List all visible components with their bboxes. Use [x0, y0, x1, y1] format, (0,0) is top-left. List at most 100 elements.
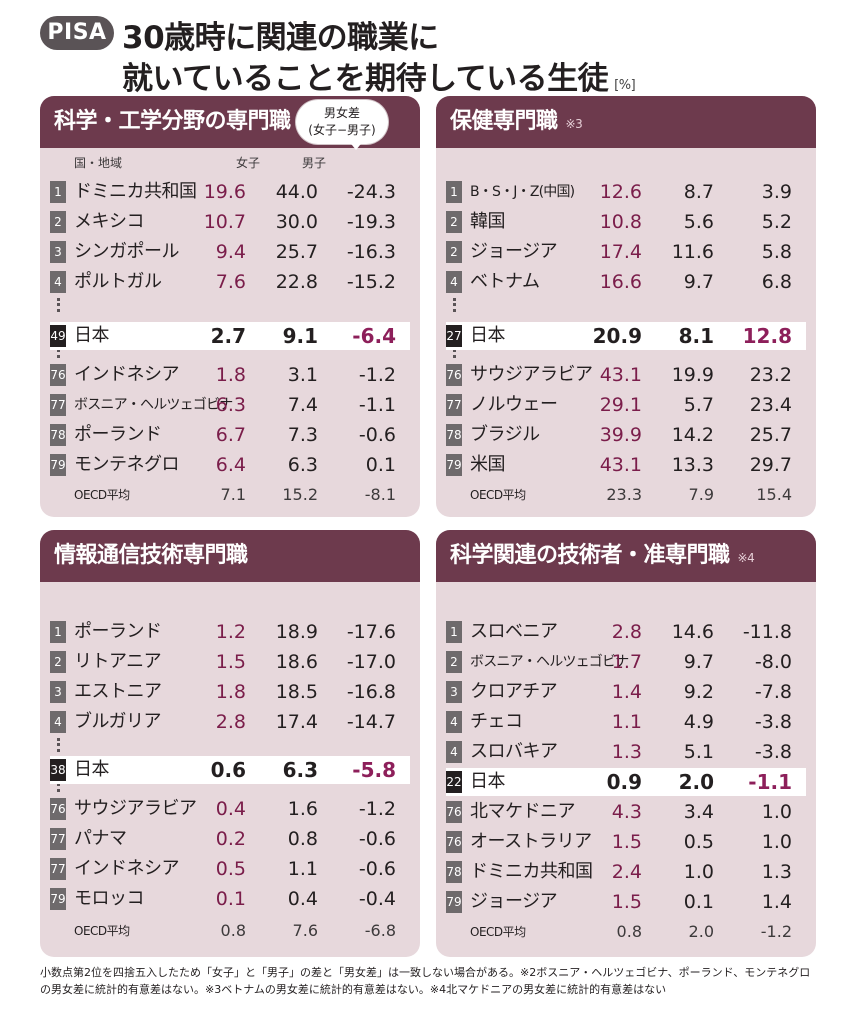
value-female: 1.1 — [611, 711, 642, 733]
value-female: 0.5 — [215, 858, 246, 880]
table-row: 76 北マケドニア 4.3 3.4 1.0 — [446, 798, 806, 826]
value-male: 5.7 — [683, 394, 714, 416]
value-male: 8.7 — [683, 181, 714, 203]
country-name: スロベニア — [470, 621, 558, 642]
value-male: 22.8 — [275, 271, 318, 293]
table-row-oecd: OECD平均 7.1 15.2 -8.1 — [50, 481, 410, 509]
value-female: 0.9 — [606, 770, 642, 794]
value-male: 3.1 — [287, 364, 318, 386]
value-female: 12.6 — [599, 181, 642, 203]
value-male: 17.4 — [275, 711, 318, 733]
value-male: 25.7 — [275, 241, 318, 263]
value-diff: 3.9 — [761, 181, 792, 203]
country-name: ボスニア・ヘルツェゴビナ — [470, 654, 629, 670]
rank-badge: 2 — [446, 241, 462, 263]
value-diff: 6.8 — [761, 271, 792, 293]
column-header-country: 国・地域 — [74, 156, 123, 170]
rank-badge: 76 — [446, 364, 462, 386]
value-male: 19.9 — [671, 364, 714, 386]
panel-title-text: 保健専門職 — [450, 109, 558, 134]
pisa-badge: PISA — [40, 16, 114, 50]
value-female: 4.3 — [611, 801, 642, 823]
value-male: 18.9 — [275, 621, 318, 643]
value-diff: -24.3 — [346, 181, 396, 203]
gender-gap-bubble: 男女差 (女子−男子) — [296, 100, 388, 144]
country-name: エストニア — [74, 681, 162, 702]
bubble-tail — [348, 140, 364, 150]
value-female: 7.6 — [215, 271, 246, 293]
value-male: 7.3 — [287, 424, 318, 446]
value-female: 43.1 — [599, 454, 642, 476]
rank-badge: 38 — [50, 759, 66, 781]
rank-badge: 4 — [50, 711, 66, 733]
value-diff: -0.6 — [358, 858, 396, 880]
value-female: 1.4 — [611, 681, 642, 703]
country-name: メキシコ — [74, 211, 145, 232]
value-female: 2.4 — [611, 861, 642, 883]
value-female: 2.8 — [611, 621, 642, 643]
country-name: サウジアラビア — [74, 798, 197, 819]
table-row-japan: 49 日本 2.7 9.1 -6.4 — [50, 322, 410, 350]
table-row: 77 パナマ 0.2 0.8 -0.6 — [50, 825, 410, 853]
rank-badge: 4 — [446, 741, 462, 763]
table-row: 2 ボスニア・ヘルツェゴビナ 1.7 9.7 -8.0 — [446, 648, 806, 676]
value-female: 0.2 — [215, 828, 246, 850]
rank-badge: 22 — [446, 771, 462, 793]
value-male: 14.2 — [671, 424, 714, 446]
rank-gap-dots — [57, 778, 60, 792]
value-female: 0.6 — [210, 758, 246, 782]
country-name: 米国 — [470, 454, 506, 475]
rank-gap-dots — [453, 344, 456, 358]
oecd-value-diff: -6.8 — [364, 921, 396, 940]
country-name: ドミニカ共和国 — [74, 181, 197, 202]
table-row: 78 ポーランド 6.7 7.3 -0.6 — [50, 421, 410, 449]
value-male: 0.1 — [683, 891, 714, 913]
rank-badge: 77 — [50, 828, 66, 850]
panel-title-text: 情報通信技術専門職 — [54, 543, 248, 568]
table-row: 79 米国 43.1 13.3 29.7 — [446, 451, 806, 479]
rank-gap-dots — [57, 738, 60, 752]
oecd-label: OECD平均 — [470, 925, 526, 939]
country-name: ジョージア — [470, 241, 558, 262]
rank-badge: 78 — [50, 424, 66, 446]
value-diff: -3.8 — [754, 741, 792, 763]
value-female: 1.8 — [215, 364, 246, 386]
table-row: 4 スロバキア 1.3 5.1 -3.8 — [446, 738, 806, 766]
rank-badge: 1 — [446, 621, 462, 643]
table-row: 2 韓国 10.8 5.6 5.2 — [446, 208, 806, 236]
country-name: B・S・J・Z(中国) — [470, 184, 575, 200]
table-row: 78 ブラジル 39.9 14.2 25.7 — [446, 421, 806, 449]
value-female: 17.4 — [599, 241, 642, 263]
value-diff: -1.1 — [748, 770, 792, 794]
value-diff: 25.7 — [749, 424, 792, 446]
page-title-line1: 30歳時に関連の職業に — [122, 20, 439, 56]
rank-badge: 3 — [50, 681, 66, 703]
country-name: リトアニア — [74, 651, 162, 672]
oecd-value-male: 2.0 — [688, 922, 714, 941]
country-name: インドネシア — [74, 858, 180, 879]
bubble-line2: (女子−男子) — [308, 123, 376, 137]
panel-title-text: 科学・工学分野の専門職 — [54, 109, 291, 134]
table-row: 76 サウジアラビア 0.4 1.6 -1.2 — [50, 795, 410, 823]
country-name: ノルウェー — [470, 394, 558, 415]
country-name: ポーランド — [74, 424, 162, 445]
rank-badge: 77 — [446, 394, 462, 416]
value-diff: -0.4 — [358, 888, 396, 910]
rank-gap-dots — [57, 344, 60, 358]
table-row: 3 シンガポール 9.4 25.7 -16.3 — [50, 238, 410, 266]
country-name: 韓国 — [470, 211, 506, 232]
panel-title: 科学関連の技術者・准専門職 ※4 — [436, 530, 816, 582]
value-male: 0.5 — [683, 831, 714, 853]
value-female: 1.2 — [215, 621, 246, 643]
country-name: 日本 — [74, 325, 110, 346]
table-row: 1 ポーランド 1.2 18.9 -17.6 — [50, 618, 410, 646]
country-name: ブラジル — [470, 424, 540, 445]
table-row: 77 ボスニア・ヘルツェゴビナ 6.3 7.4 -1.1 — [50, 391, 410, 419]
value-diff: 1.3 — [761, 861, 792, 883]
country-name: ドミニカ共和国 — [470, 861, 593, 882]
rank-badge: 76 — [50, 798, 66, 820]
value-diff: -8.0 — [754, 651, 792, 673]
table-row: 79 モロッコ 0.1 0.4 -0.4 — [50, 885, 410, 913]
country-name: 北マケドニア — [470, 801, 576, 822]
rank-badge: 1 — [446, 181, 462, 203]
